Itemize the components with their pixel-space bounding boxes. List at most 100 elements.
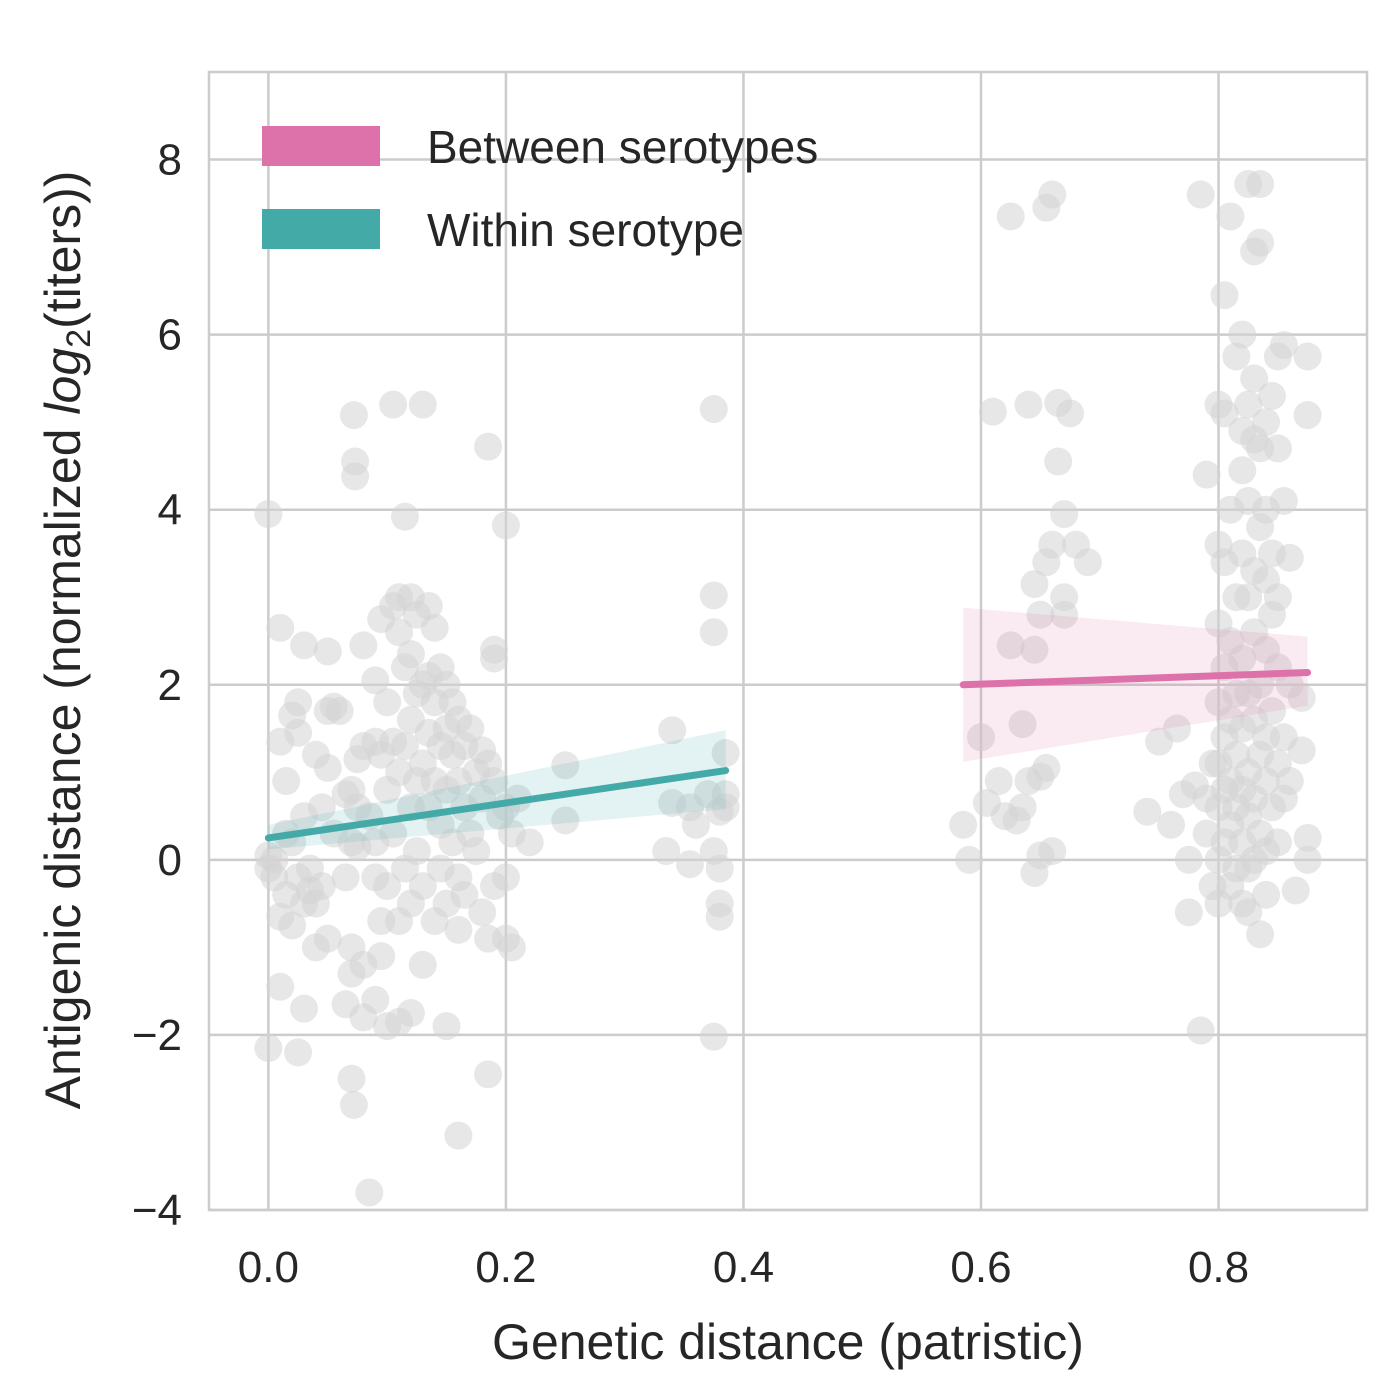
y-tick-labels: −4 −2 0 2 4 6 8 [132, 136, 182, 1235]
data-point [1050, 583, 1079, 612]
data-point [652, 837, 681, 866]
y-tick-label: 6 [158, 311, 182, 360]
data-point [456, 714, 485, 743]
legend: Between serotypes Within serotype [262, 121, 818, 256]
data-point [1287, 683, 1316, 712]
data-point [307, 793, 336, 822]
data-point [1038, 530, 1067, 559]
data-point [420, 613, 449, 642]
data-point [1293, 401, 1322, 430]
data-point [705, 902, 734, 931]
data-point [450, 880, 479, 909]
data-point [1032, 753, 1061, 782]
data-point [1228, 320, 1257, 349]
data-point [266, 613, 295, 642]
data-point [967, 723, 995, 752]
data-point [337, 1064, 366, 1093]
data-point [1222, 342, 1251, 371]
data-point [254, 500, 283, 529]
data-point [1275, 767, 1304, 796]
data-point [266, 972, 295, 1001]
y-tick-label: 4 [158, 486, 182, 535]
data-point [408, 390, 437, 419]
data-point [551, 806, 580, 835]
data-point [1252, 408, 1281, 437]
data-point [480, 635, 509, 664]
data-point [949, 810, 978, 839]
data-point [1263, 583, 1292, 612]
data-point [444, 1121, 473, 1150]
y-tick-label: 8 [158, 136, 182, 185]
data-point [1038, 837, 1067, 866]
data-point [373, 872, 402, 901]
data-point [1228, 456, 1257, 485]
data-point [367, 942, 396, 971]
data-point [1228, 644, 1257, 673]
data-point [1257, 697, 1286, 726]
regression-line [264, 767, 730, 842]
data-point [361, 985, 390, 1014]
x-tick-label: 0.8 [1188, 1243, 1249, 1292]
data-point [468, 898, 497, 927]
data-point [313, 753, 342, 782]
data-point [491, 511, 520, 540]
y-tick-label: −2 [132, 1011, 182, 1060]
data-point [681, 810, 710, 839]
data-point [996, 202, 1025, 231]
data-point [307, 872, 336, 901]
data-point [1287, 736, 1316, 765]
data-point [1263, 434, 1292, 463]
y-tick-label: 2 [158, 661, 182, 710]
data-point [1038, 180, 1067, 209]
confidence-band [963, 607, 1308, 762]
data-point [1020, 635, 1049, 664]
data-point [1293, 845, 1322, 874]
data-point [474, 432, 503, 461]
data-point [408, 872, 437, 901]
x-axis-label: Genetic distance (patristic) [492, 1314, 1084, 1370]
x-tick-label: 0.4 [713, 1243, 774, 1292]
data-point [1246, 920, 1275, 949]
data-point [325, 697, 354, 726]
x-tick-label: 0.0 [238, 1243, 299, 1292]
data-point [1234, 390, 1263, 419]
data-point [462, 837, 491, 866]
x-tick-label: 0.6 [950, 1243, 1011, 1292]
data-point [551, 751, 580, 780]
data-point [1275, 543, 1304, 572]
data-point [1216, 202, 1245, 231]
data-point [996, 631, 1025, 660]
data-point [491, 863, 520, 892]
data-point [1056, 399, 1085, 428]
data-point [1293, 823, 1322, 852]
data-point [349, 631, 378, 660]
data-point [984, 767, 1013, 796]
plot-frame [207, 70, 1369, 1212]
data-point [1174, 845, 1203, 874]
data-point [396, 999, 425, 1028]
data-point [699, 581, 728, 610]
data-point [379, 390, 408, 419]
data-point [1186, 180, 1215, 209]
legend-swatch-between [262, 126, 380, 166]
scatter-points [254, 170, 1322, 1207]
data-point [339, 1090, 368, 1119]
data-point [1234, 898, 1263, 927]
data-point [658, 716, 687, 745]
data-point [284, 688, 313, 717]
data-point [1133, 797, 1162, 826]
data-point [402, 837, 431, 866]
data-point [699, 618, 728, 647]
data-point [705, 854, 734, 883]
data-point [1020, 570, 1049, 599]
regression-fits [264, 607, 1312, 850]
regression-line [959, 669, 1312, 689]
data-point [474, 1060, 503, 1089]
data-point [290, 631, 319, 660]
data-point [1008, 793, 1037, 822]
data-point [1014, 390, 1043, 419]
data-point [1240, 364, 1269, 393]
data-point [1174, 898, 1203, 927]
data-point [284, 718, 313, 747]
data-point [432, 1012, 461, 1041]
